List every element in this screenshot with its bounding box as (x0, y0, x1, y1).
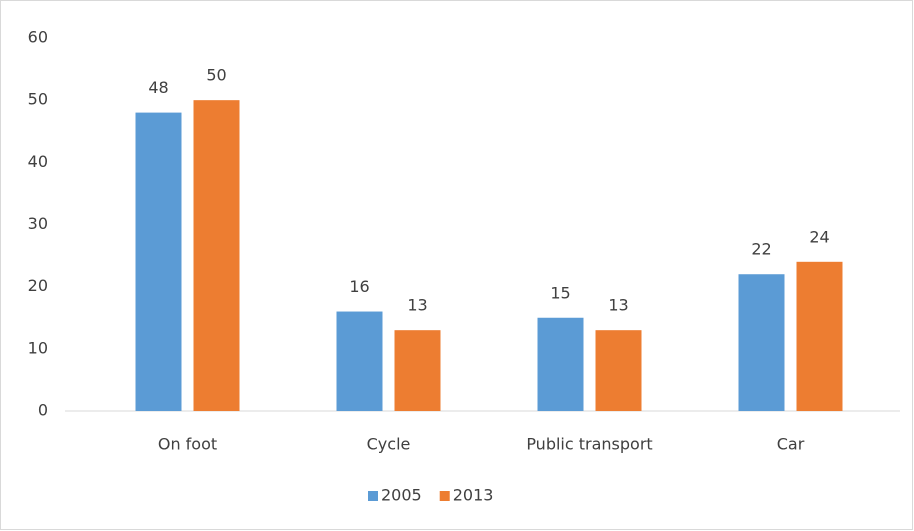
data-label: 13 (608, 296, 628, 315)
x-tick-label: Cycle (367, 435, 411, 454)
x-tick-label: Public transport (526, 435, 652, 454)
y-tick-label: 0 (38, 401, 48, 420)
legend-swatch (368, 491, 378, 501)
y-tick-label: 40 (28, 152, 48, 171)
data-label: 13 (407, 296, 427, 315)
legend-label: 2013 (453, 486, 494, 505)
bar (336, 311, 383, 411)
y-tick-label: 20 (28, 276, 48, 295)
x-tick-label: Car (777, 435, 805, 454)
bar (796, 261, 843, 411)
data-label: 15 (550, 283, 570, 302)
y-tick-label: 30 (28, 214, 48, 233)
legend-label: 2005 (381, 486, 422, 505)
bar (537, 317, 584, 411)
bar (738, 274, 785, 411)
bar (193, 100, 240, 412)
data-label: 16 (349, 277, 369, 296)
data-label: 50 (206, 66, 226, 85)
bar (595, 330, 642, 411)
y-tick-label: 50 (28, 90, 48, 109)
bar (135, 112, 182, 411)
data-label: 24 (809, 227, 829, 246)
x-tick-label: On foot (158, 435, 217, 454)
legend-swatch (439, 491, 450, 501)
y-tick-label: 60 (28, 28, 48, 47)
y-tick-label: 10 (28, 338, 48, 357)
bar (394, 330, 441, 411)
data-label: 22 (751, 240, 771, 259)
data-label: 48 (148, 78, 168, 97)
